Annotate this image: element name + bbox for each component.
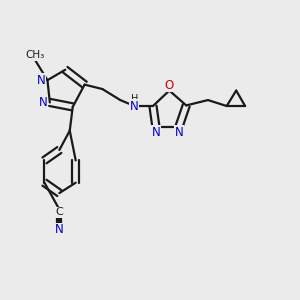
Text: N: N [130, 100, 138, 112]
Text: O: O [165, 79, 174, 92]
Text: C: C [56, 207, 63, 218]
Text: N: N [39, 96, 48, 109]
Text: N: N [175, 126, 183, 139]
Text: N: N [37, 74, 45, 87]
Text: CH₃: CH₃ [25, 50, 44, 61]
Text: N: N [55, 223, 64, 236]
Text: N: N [152, 126, 160, 139]
Text: H: H [131, 94, 139, 104]
